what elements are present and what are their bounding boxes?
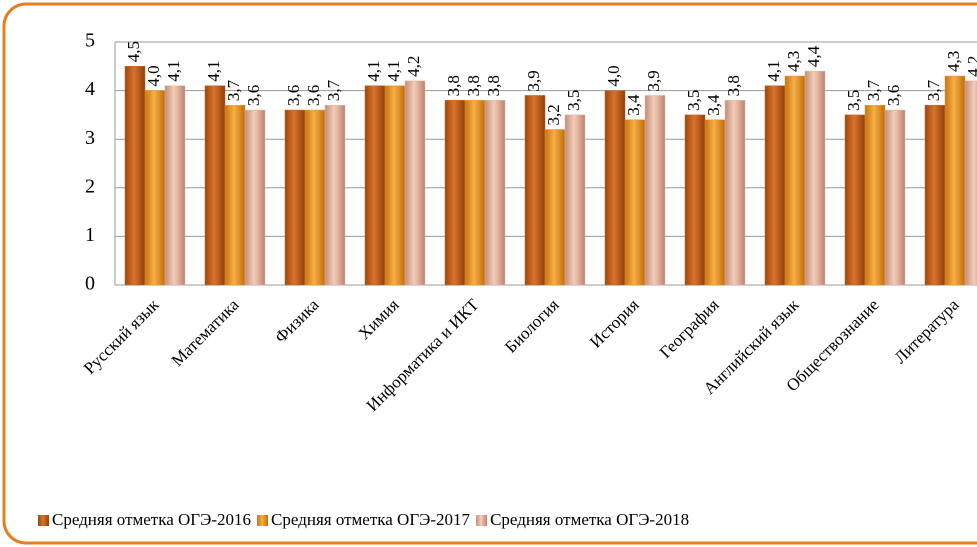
bar bbox=[844, 114, 866, 286]
data-label: 3,8 bbox=[484, 75, 503, 96]
bar bbox=[144, 90, 166, 286]
data-label: 4,3 bbox=[784, 51, 803, 72]
bar bbox=[704, 119, 726, 286]
legend-label: Средняя отметка ОГЭ-2017 bbox=[271, 510, 471, 529]
y-tick-label: 4 bbox=[85, 78, 95, 100]
bar bbox=[124, 66, 146, 286]
data-label: 3,8 bbox=[724, 75, 743, 96]
data-label: 3,9 bbox=[524, 70, 543, 91]
bar bbox=[784, 75, 806, 286]
data-label: 4,5 bbox=[124, 41, 143, 62]
bar bbox=[964, 80, 977, 286]
bar bbox=[604, 90, 626, 286]
data-label: 4,1 bbox=[364, 60, 383, 81]
y-tick-label: 1 bbox=[85, 224, 95, 246]
data-label: 3,6 bbox=[884, 85, 903, 106]
data-label: 4,2 bbox=[964, 56, 977, 77]
data-label: 4,1 bbox=[164, 60, 183, 81]
legend-marker bbox=[476, 515, 488, 526]
bar bbox=[364, 85, 386, 286]
data-label: 4,4 bbox=[804, 45, 823, 67]
bar bbox=[684, 114, 706, 286]
data-label: 4,1 bbox=[384, 60, 403, 81]
bar bbox=[564, 114, 586, 286]
data-label: 3,7 bbox=[224, 79, 243, 101]
data-label: 3,5 bbox=[684, 90, 703, 111]
bar bbox=[464, 100, 486, 286]
data-label: 3,6 bbox=[284, 85, 303, 106]
data-label: 3,6 bbox=[304, 85, 323, 106]
bar bbox=[444, 100, 466, 286]
bar bbox=[244, 109, 266, 286]
data-label: 3,4 bbox=[624, 94, 643, 116]
legend-label: Средняя отметка ОГЭ-2016 bbox=[52, 510, 251, 529]
bar bbox=[924, 104, 946, 286]
data-label: 4,0 bbox=[144, 65, 163, 86]
y-tick-label: 2 bbox=[85, 175, 95, 197]
data-label: 3,7 bbox=[924, 79, 943, 101]
legend-marker bbox=[38, 515, 49, 526]
legend-label: Средняя отметка ОГЭ-2018 bbox=[490, 510, 689, 529]
data-label: 4,3 bbox=[944, 51, 963, 72]
bar bbox=[544, 129, 566, 286]
y-tick-label: 5 bbox=[85, 30, 95, 52]
bar bbox=[404, 80, 426, 286]
data-label: 3,5 bbox=[844, 90, 863, 111]
data-label: 4,1 bbox=[204, 60, 223, 81]
bar bbox=[724, 100, 746, 286]
bar bbox=[884, 109, 906, 286]
data-label: 3,7 bbox=[864, 79, 883, 101]
bar bbox=[804, 70, 826, 286]
bar bbox=[384, 85, 406, 286]
y-tick-label: 0 bbox=[85, 273, 95, 295]
bar bbox=[644, 95, 666, 286]
data-label: 3,5 bbox=[564, 90, 583, 111]
bar bbox=[304, 109, 326, 286]
data-label: 4,1 bbox=[764, 60, 783, 81]
bar bbox=[204, 85, 226, 286]
data-label: 4,0 bbox=[604, 65, 623, 86]
bar bbox=[524, 95, 546, 286]
bar bbox=[944, 75, 966, 286]
y-tick-label: 3 bbox=[85, 127, 95, 149]
bar bbox=[864, 104, 886, 286]
legend-marker bbox=[257, 515, 269, 526]
bar bbox=[224, 104, 246, 286]
data-label: 3,9 bbox=[644, 70, 663, 91]
data-label: 3,8 bbox=[444, 75, 463, 96]
data-label: 3,7 bbox=[324, 79, 343, 101]
data-label: 3,6 bbox=[244, 85, 263, 106]
bar bbox=[764, 85, 786, 286]
data-label: 3,4 bbox=[704, 94, 723, 116]
bar bbox=[484, 100, 506, 286]
bar bbox=[624, 119, 646, 286]
data-label: 3,2 bbox=[544, 104, 563, 125]
bar bbox=[284, 109, 306, 286]
data-label: 3,8 bbox=[464, 75, 483, 96]
bar bbox=[324, 104, 346, 286]
bar bbox=[164, 85, 186, 286]
data-label: 4,2 bbox=[404, 56, 423, 77]
